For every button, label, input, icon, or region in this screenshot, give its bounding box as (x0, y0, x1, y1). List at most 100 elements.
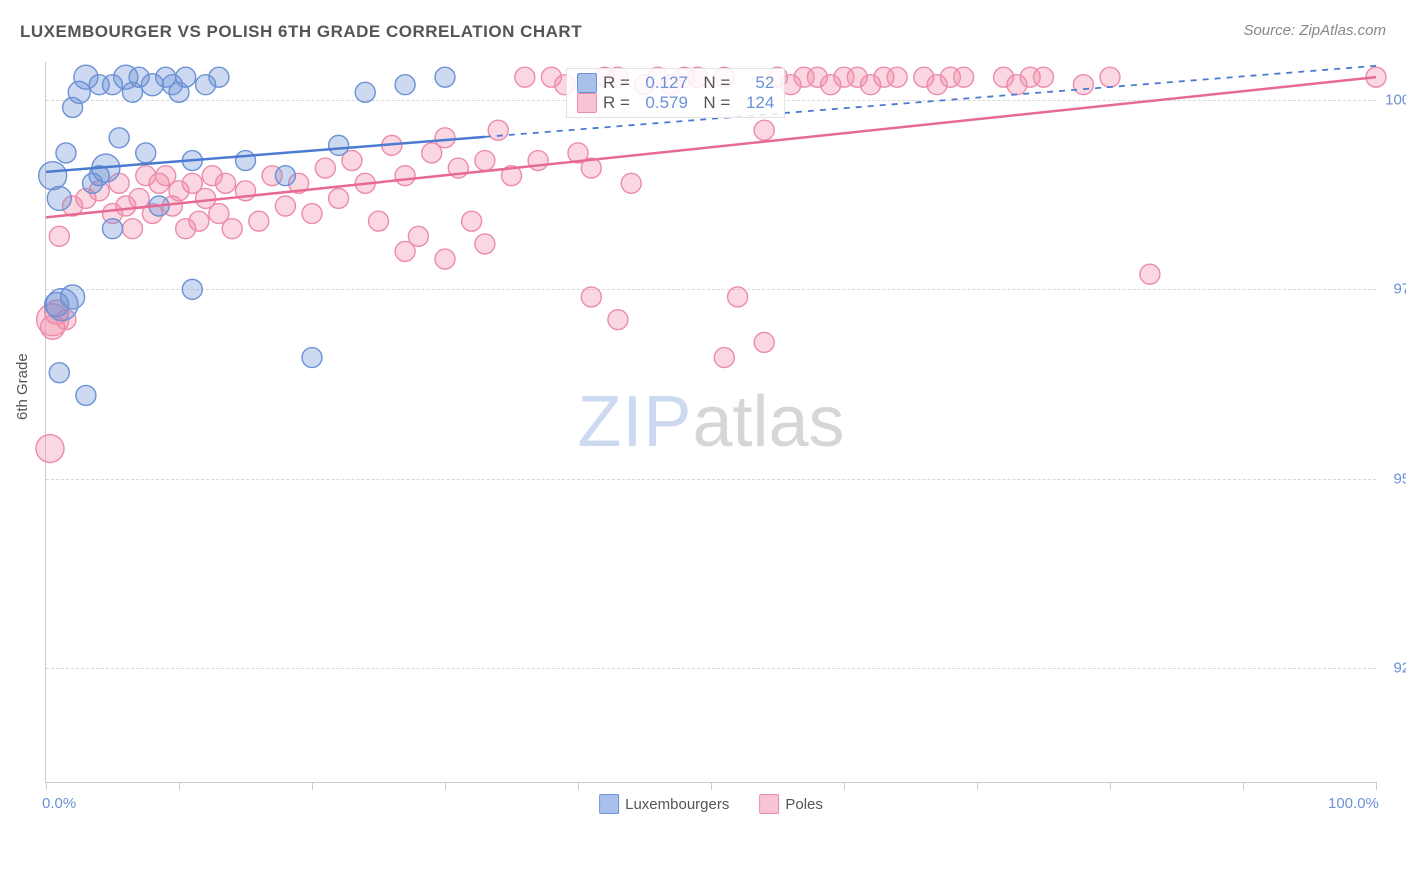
data-point (56, 310, 76, 330)
data-point (196, 188, 216, 208)
n-value-poles: 124 (736, 93, 774, 113)
data-point (302, 204, 322, 224)
data-point (129, 188, 149, 208)
data-point (114, 65, 138, 89)
data-point (196, 75, 216, 95)
data-point (728, 287, 748, 307)
data-point (714, 348, 734, 368)
data-point (49, 226, 69, 246)
data-point (46, 289, 78, 321)
data-point (834, 67, 854, 87)
data-point (1034, 67, 1054, 87)
data-point (462, 211, 482, 231)
data-point (83, 173, 103, 193)
data-point (435, 249, 455, 269)
data-point (954, 67, 974, 87)
data-point (541, 67, 561, 87)
swatch-poles-icon (577, 93, 597, 113)
data-point (156, 166, 176, 186)
data-point (103, 204, 123, 224)
data-point (122, 82, 142, 102)
x-tick (844, 782, 845, 790)
y-tick-label: 92.5% (1393, 660, 1406, 677)
data-point (136, 143, 156, 163)
data-point (581, 287, 601, 307)
data-point (45, 293, 69, 317)
r-label: R = (603, 73, 630, 93)
plot-svg (46, 62, 1376, 782)
legend-item-poles: Poles (759, 794, 823, 814)
data-point (109, 173, 129, 193)
x-tick (1110, 782, 1111, 790)
data-point (236, 151, 256, 171)
r-value-luxembourgers: 0.127 (636, 73, 688, 93)
data-point (45, 300, 69, 324)
data-point (1140, 264, 1160, 284)
data-point (927, 75, 947, 95)
data-point (109, 128, 129, 148)
data-point (202, 166, 222, 186)
y-axis-label: 6th Grade (14, 353, 31, 420)
data-point (122, 219, 142, 239)
x-tick (711, 782, 712, 790)
x-tick (1376, 782, 1377, 790)
data-point (1020, 67, 1040, 87)
data-point (116, 196, 136, 216)
data-point (41, 315, 65, 339)
data-point (209, 204, 229, 224)
swatch-luxembourgers-icon (577, 73, 597, 93)
data-point (49, 363, 69, 383)
correlation-stats-box: R = 0.127 N = 52 R = 0.579 N = 124 (566, 68, 785, 118)
legend: Luxembourgers Poles (599, 794, 823, 814)
data-point (216, 173, 236, 193)
data-point (435, 128, 455, 148)
data-point (47, 186, 71, 210)
data-point (395, 75, 415, 95)
data-point (807, 67, 827, 87)
data-point (874, 67, 894, 87)
data-point (176, 219, 196, 239)
data-point (89, 181, 109, 201)
chart-title: LUXEMBOURGER VS POLISH 6TH GRADE CORRELA… (20, 22, 582, 42)
data-point (141, 74, 163, 96)
data-point (37, 304, 69, 336)
x-tick (977, 782, 978, 790)
data-point (262, 166, 282, 186)
r-value-poles: 0.579 (636, 93, 688, 113)
data-point (315, 158, 335, 178)
data-point (63, 97, 83, 117)
y-tick-label: 97.5% (1393, 281, 1406, 298)
legend-label-poles: Poles (785, 796, 823, 813)
data-point (189, 211, 209, 231)
data-point (940, 67, 960, 87)
legend-item-luxembourgers: Luxembourgers (599, 794, 729, 814)
data-point (156, 67, 176, 87)
stats-row-luxembourgers: R = 0.127 N = 52 (577, 73, 774, 93)
data-point (68, 81, 90, 103)
data-point (395, 166, 415, 186)
data-point (182, 279, 202, 299)
data-point (475, 234, 495, 254)
swatch-luxembourgers-icon (599, 794, 619, 814)
data-point (355, 82, 375, 102)
data-point (515, 67, 535, 87)
data-point (528, 151, 548, 171)
data-point (103, 219, 123, 239)
data-point (488, 120, 508, 140)
data-point (754, 120, 774, 140)
legend-label-luxembourgers: Luxembourgers (625, 796, 729, 813)
y-tick-label: 100.0% (1385, 91, 1406, 108)
n-value-luxembourgers: 52 (736, 73, 774, 93)
data-point (821, 75, 841, 95)
x-tick-label: 0.0% (42, 795, 76, 812)
data-point (408, 226, 428, 246)
data-point (61, 285, 85, 309)
data-point (162, 75, 182, 95)
swatch-poles-icon (759, 794, 779, 814)
data-point (39, 162, 67, 190)
data-point (1007, 75, 1027, 95)
data-point (794, 67, 814, 87)
source-attribution: Source: ZipAtlas.com (1243, 22, 1386, 39)
data-point (369, 211, 389, 231)
data-point (249, 211, 269, 231)
